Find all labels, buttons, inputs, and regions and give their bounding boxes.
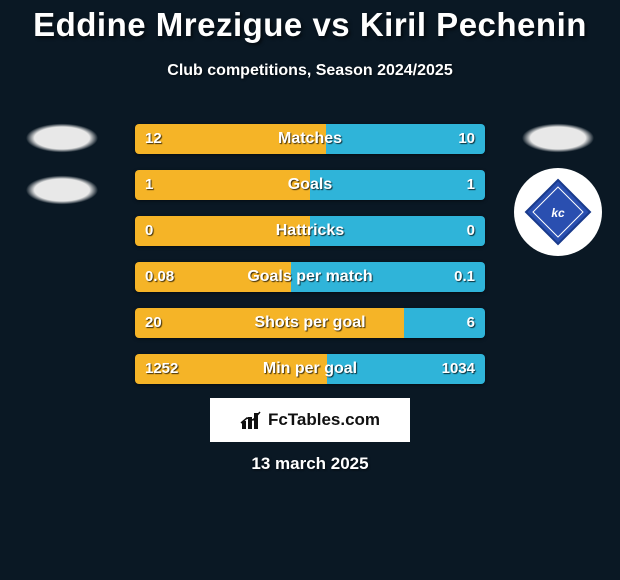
subtitle: Club competitions, Season 2024/2025 xyxy=(0,62,620,80)
bar-right-value: 6 xyxy=(467,308,475,338)
bar-label: Goals xyxy=(135,170,485,200)
bar-row: 1252Min per goal1034 xyxy=(135,354,485,384)
bar-row: 0Hattricks0 xyxy=(135,216,485,246)
bar-right-value: 0 xyxy=(467,216,475,246)
bar-label: Goals per match xyxy=(135,262,485,292)
bar-right-value: 10 xyxy=(458,124,475,154)
bar-label: Shots per goal xyxy=(135,308,485,338)
date-text: 13 march 2025 xyxy=(0,454,620,474)
bar-right-value: 0.1 xyxy=(454,262,475,292)
bar-right-value: 1034 xyxy=(442,354,475,384)
watermark-text: FcTables.com xyxy=(268,410,380,430)
bar-row: 0.08Goals per match0.1 xyxy=(135,262,485,292)
bar-label: Min per goal xyxy=(135,354,485,384)
watermark: FcTables.com xyxy=(210,398,410,442)
fctables-icon xyxy=(240,409,262,431)
bar-row: 20Shots per goal6 xyxy=(135,308,485,338)
bar-row: 12Matches10 xyxy=(135,124,485,154)
bar-label: Hattricks xyxy=(135,216,485,246)
page-title: Eddine Mrezigue vs Kiril Pechenin xyxy=(0,6,620,44)
comparison-bars: 12Matches101Goals10Hattricks00.08Goals p… xyxy=(135,124,485,400)
bar-right-value: 1 xyxy=(467,170,475,200)
bar-row: 1Goals1 xyxy=(135,170,485,200)
bar-label: Matches xyxy=(135,124,485,154)
